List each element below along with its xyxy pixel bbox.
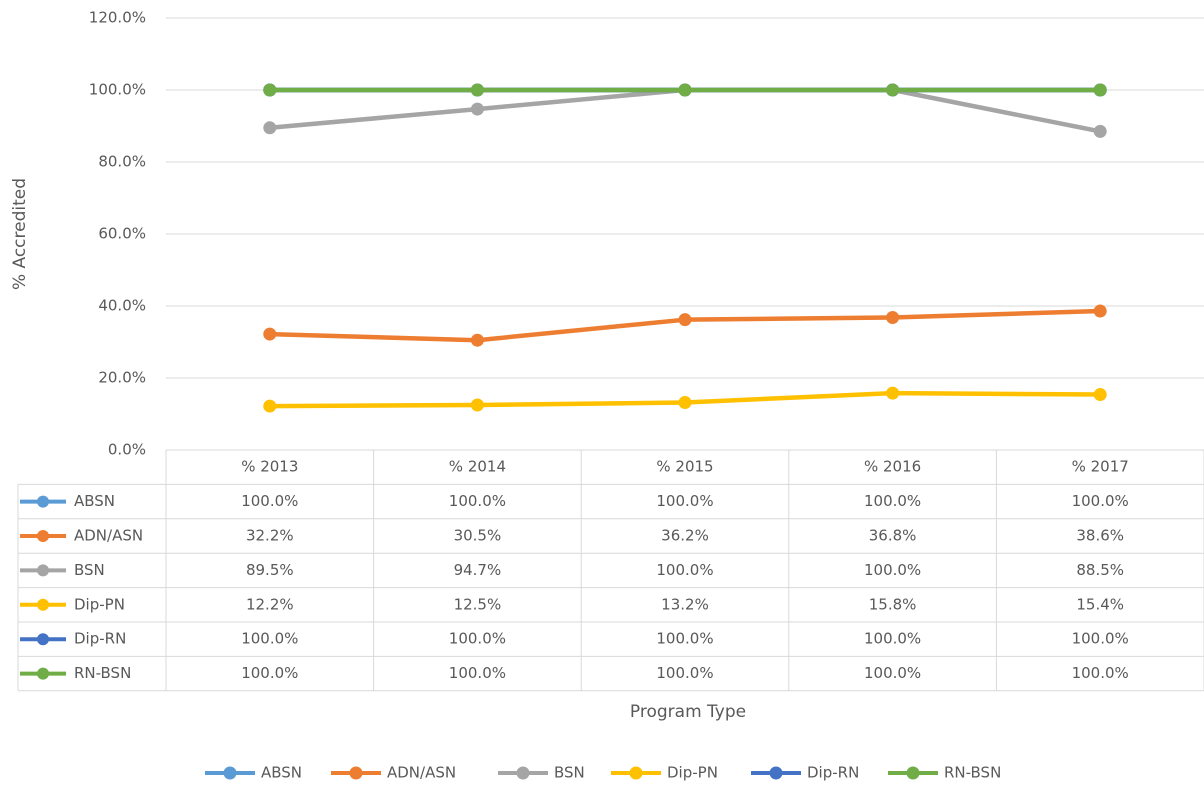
- x-tick-label: % 2017: [1072, 458, 1129, 476]
- series-marker: [263, 121, 277, 135]
- y-tick-label: 20.0%: [98, 369, 146, 387]
- table-cell: 100.0%: [1072, 630, 1129, 648]
- x-axis-title: Program Type: [630, 702, 746, 722]
- series-marker: [470, 398, 484, 412]
- y-tick-label: 40.0%: [98, 297, 146, 315]
- table-row-label: BSN: [74, 561, 105, 579]
- table-cell: 15.8%: [869, 595, 917, 613]
- table-cell: 89.5%: [246, 561, 294, 579]
- y-tick-label: 120.0%: [89, 9, 146, 27]
- table-cell: 15.4%: [1076, 595, 1124, 613]
- table-legend-marker: [37, 564, 49, 577]
- x-tick-label: % 2016: [864, 458, 921, 476]
- series-marker: [1093, 388, 1107, 402]
- table-cell: 100.0%: [864, 630, 921, 648]
- table-legend-marker: [37, 495, 49, 508]
- table-cell: 12.5%: [454, 595, 502, 613]
- series-marker: [886, 83, 900, 97]
- series-marker: [470, 102, 484, 116]
- series-marker: [263, 327, 277, 341]
- table-cell: 100.0%: [1072, 492, 1129, 510]
- table-row-label: RN-BSN: [74, 664, 131, 682]
- series-marker: [678, 313, 692, 327]
- legend-marker: [516, 766, 530, 780]
- table-cell: 100.0%: [864, 561, 921, 579]
- legend-label: Dip-PN: [667, 764, 718, 782]
- table-cell: 36.8%: [869, 527, 917, 545]
- table-cell: 30.5%: [454, 527, 502, 545]
- table-cell: 100.0%: [864, 492, 921, 510]
- table-legend-marker: [37, 530, 49, 542]
- table-cell: 32.2%: [246, 527, 294, 545]
- y-tick-label: 60.0%: [98, 225, 146, 243]
- series-marker: [1093, 304, 1107, 318]
- table-cell: 100.0%: [449, 492, 506, 510]
- series-marker: [678, 395, 692, 409]
- table-cell: 100.0%: [656, 664, 713, 682]
- series-marker: [886, 311, 900, 325]
- table-cell: 100.0%: [864, 664, 921, 682]
- series-marker: [886, 386, 900, 400]
- series-marker: [470, 83, 484, 97]
- y-tick-label: 0.0%: [108, 441, 146, 459]
- series-marker: [263, 83, 277, 97]
- legend-label: Dip-RN: [807, 764, 859, 782]
- legend-marker: [629, 766, 643, 780]
- table-cell: 100.0%: [241, 492, 298, 510]
- x-tick-label: % 2015: [656, 458, 713, 476]
- table-cell: 36.2%: [661, 527, 709, 545]
- y-tick-label: 80.0%: [98, 153, 146, 171]
- table-cell: 100.0%: [449, 664, 506, 682]
- table-row-label: Dip-RN: [74, 630, 126, 648]
- table-cell: 100.0%: [656, 630, 713, 648]
- table-row-label: ADN/ASN: [74, 527, 143, 545]
- legend-label: ABSN: [261, 764, 302, 782]
- table-cell: 100.0%: [241, 630, 298, 648]
- table-cell: 13.2%: [661, 595, 709, 613]
- table-cell: 100.0%: [1072, 664, 1129, 682]
- table-cell: 100.0%: [656, 492, 713, 510]
- table-cell: 88.5%: [1076, 561, 1124, 579]
- legend-label: BSN: [554, 764, 585, 782]
- table-cell: 100.0%: [241, 664, 298, 682]
- series-marker: [678, 83, 692, 97]
- table-cell: 38.6%: [1076, 527, 1124, 545]
- table-cell: 12.2%: [246, 595, 294, 613]
- table-cell: 100.0%: [656, 561, 713, 579]
- table-legend-marker: [37, 667, 49, 680]
- x-tick-label: % 2014: [449, 458, 506, 476]
- y-axis-title: % Accredited: [10, 178, 30, 290]
- table-row-label: Dip-PN: [74, 595, 125, 613]
- table-legend-marker: [37, 633, 49, 646]
- series-marker: [1093, 83, 1107, 97]
- table-cell: 94.7%: [454, 561, 502, 579]
- x-tick-label: % 2013: [241, 458, 298, 476]
- legend-label: ADN/ASN: [387, 764, 456, 782]
- table-row-label: ABSN: [74, 492, 115, 510]
- series-marker: [263, 399, 277, 413]
- legend-marker: [769, 766, 783, 780]
- legend-label: RN-BSN: [944, 764, 1001, 782]
- legend-marker: [349, 766, 363, 780]
- table-legend-marker: [37, 598, 49, 611]
- series-marker: [470, 333, 484, 347]
- legend-marker: [906, 766, 920, 780]
- table-cell: 100.0%: [449, 630, 506, 648]
- legend-marker: [223, 766, 237, 780]
- series-marker: [1093, 124, 1107, 138]
- y-tick-label: 100.0%: [89, 81, 146, 99]
